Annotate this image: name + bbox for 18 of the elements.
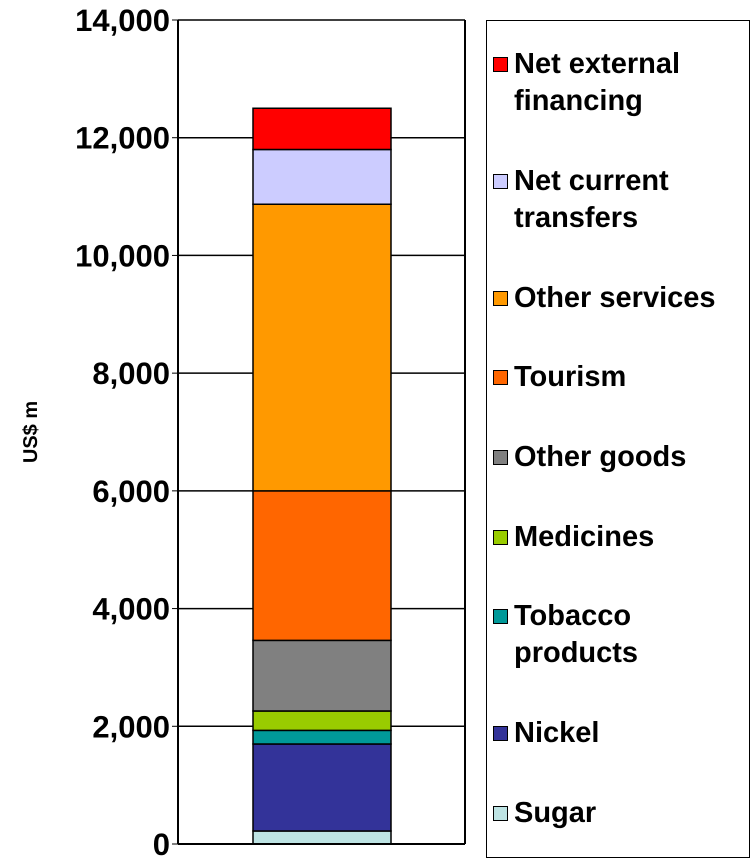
legend-label: Tourism [514,360,626,396]
legend-label: Tobacco products [514,599,640,672]
legend-label: Other goods [514,440,686,475]
y-tick-label: 8,000 [92,356,170,392]
y-axis-title: US$ m [20,400,42,464]
legend-label: Sugar [514,796,596,831]
y-tick-label: 10,000 [75,238,170,274]
legend-label: Nickel [514,716,600,751]
y-tick-label: 6,000 [92,474,170,509]
y-tick-label: 4,000 [92,592,170,627]
y-tick-label: 12,000 [75,120,170,156]
legend-label: Net external financing [514,47,682,120]
legend-label: Net current transfers [514,164,670,236]
y-tick-label: 14,000 [75,3,170,38]
y-tick-label: 0 [152,827,170,862]
y-tick-label: 2,000 [92,709,170,744]
legend-label: Medicines [514,520,654,555]
legend-label: Other services [514,280,716,316]
